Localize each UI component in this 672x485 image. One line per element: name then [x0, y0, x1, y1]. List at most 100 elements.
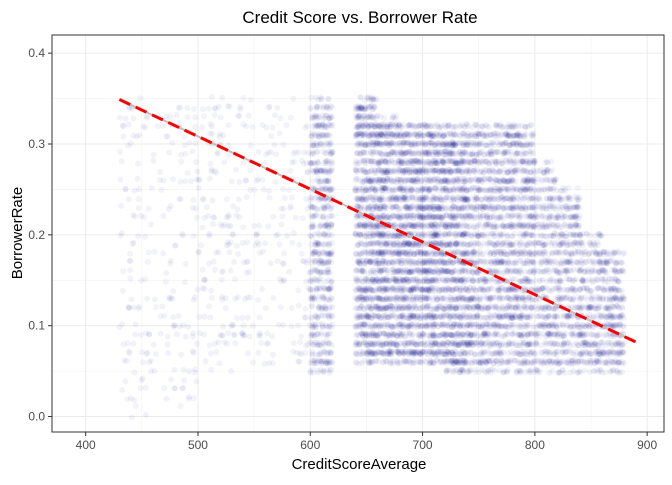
data-point: [407, 195, 413, 201]
data-point: [420, 133, 426, 139]
data-point: [322, 186, 328, 192]
data-point: [390, 205, 396, 211]
data-point: [382, 232, 388, 238]
data-point: [319, 358, 325, 364]
data-point: [368, 178, 374, 184]
data-point: [402, 241, 408, 247]
data-point: [358, 94, 364, 100]
data-point: [389, 187, 395, 193]
data-point: [378, 114, 384, 120]
data-point: [354, 296, 360, 302]
data-point: [320, 115, 326, 121]
data-point: [401, 359, 407, 365]
data-point: [390, 213, 396, 219]
data-point: [323, 104, 329, 110]
data-point: [389, 158, 395, 164]
data-point: [436, 151, 442, 157]
data-point: [383, 185, 389, 191]
data-point: [359, 105, 365, 111]
data-point: [327, 349, 333, 355]
data-points: [116, 94, 627, 421]
data-point: [420, 267, 426, 273]
data-point: [390, 296, 396, 302]
data-point: [421, 358, 427, 364]
data-point: [352, 187, 358, 193]
data-point: [328, 150, 334, 156]
data-point: [383, 358, 389, 364]
data-point: [352, 133, 358, 139]
data-point: [438, 294, 444, 300]
data-point: [403, 150, 409, 156]
data-point: [430, 205, 436, 211]
data-point: [383, 295, 389, 301]
data-point: [420, 333, 426, 339]
data-point: [327, 251, 333, 257]
data-point: [407, 303, 413, 309]
data-point: [314, 149, 320, 155]
data-point: [326, 313, 332, 319]
data-point: [392, 196, 398, 202]
data-point: [432, 321, 438, 327]
data-point: [378, 269, 384, 275]
data-point: [414, 179, 420, 185]
data-point: [357, 232, 363, 238]
data-point: [385, 314, 391, 320]
data-point: [380, 251, 386, 257]
data-point: [381, 331, 387, 337]
data-point: [379, 177, 385, 183]
data-point: [430, 167, 436, 173]
data-point: [430, 351, 436, 357]
data-point: [328, 213, 334, 219]
data-point: [413, 342, 419, 348]
data-point: [430, 197, 436, 203]
data-point: [385, 151, 391, 157]
data-point: [353, 332, 359, 338]
data-point: [309, 349, 315, 355]
data-point: [364, 351, 370, 357]
data-point: [414, 214, 420, 220]
data-point: [428, 222, 434, 228]
data-point: [379, 151, 385, 157]
data-point: [310, 142, 316, 148]
data-point: [403, 260, 409, 266]
data-point: [384, 176, 390, 182]
data-point: [370, 295, 376, 301]
data-point: [352, 305, 358, 311]
data-point: [320, 305, 326, 311]
data-point: [376, 206, 382, 212]
data-point: [420, 167, 426, 173]
data-point: [397, 177, 403, 183]
data-point: [319, 312, 325, 318]
data-point: [385, 268, 391, 274]
data-point: [405, 249, 411, 255]
data-point: [311, 333, 317, 339]
data-point: [321, 294, 327, 300]
data-point: [388, 140, 394, 146]
data-point: [309, 130, 315, 136]
data-point: [429, 260, 435, 266]
data-point: [367, 250, 373, 256]
data-point: [375, 333, 381, 339]
data-point: [317, 196, 323, 202]
data-point: [425, 131, 431, 137]
data-point: [406, 342, 412, 348]
data-point: [387, 351, 393, 357]
data-point: [402, 305, 408, 311]
data-point: [380, 306, 386, 312]
data-point: [354, 278, 360, 284]
data-point: [319, 259, 325, 265]
data-point: [406, 160, 412, 166]
data-point: [319, 167, 325, 173]
data-point: [359, 179, 365, 185]
data-point: [433, 230, 439, 236]
data-point: [358, 324, 364, 330]
data-point: [399, 215, 405, 221]
data-point: [402, 278, 408, 284]
data-point: [420, 305, 426, 311]
data-point: [311, 223, 317, 229]
data-point: [359, 268, 365, 274]
data-point: [432, 161, 438, 167]
data-point: [369, 167, 375, 173]
data-point: [355, 315, 361, 321]
data-point: [357, 141, 363, 147]
